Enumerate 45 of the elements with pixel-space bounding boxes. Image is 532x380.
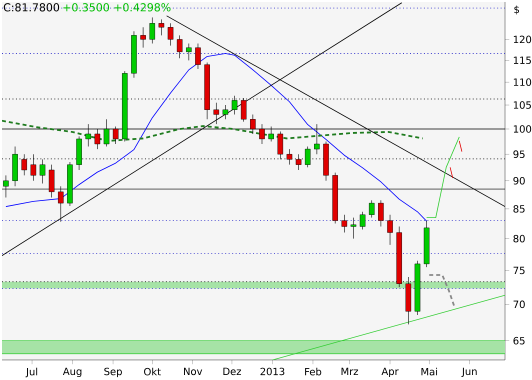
y-tick-label: 120 bbox=[514, 36, 532, 44]
chart-title: C:81.7800 bbox=[4, 3, 60, 12]
x-tick-label: Okt bbox=[144, 368, 161, 376]
candlestick bbox=[176, 35, 182, 58]
x-tick-label: Dez bbox=[223, 368, 242, 376]
x-tick-label: Mrz bbox=[342, 368, 358, 375]
x-tick-label: Jul bbox=[26, 368, 38, 378]
line-series bbox=[6, 53, 428, 222]
y-tick-label: 85 bbox=[513, 205, 525, 213]
candlestick bbox=[140, 26, 146, 48]
y-tick-label: 70 bbox=[514, 300, 525, 308]
x-tick-label: 2013 bbox=[260, 368, 284, 376]
x-tick-label: Aug bbox=[62, 368, 82, 378]
chart-subtitle: +0.3500 +0.4298% bbox=[63, 3, 171, 12]
x-tick-label: Feb bbox=[305, 368, 322, 376]
x-tick-label: Nov bbox=[184, 368, 202, 376]
candlestick bbox=[149, 17, 156, 44]
y-tick-label: 95 bbox=[513, 150, 525, 158]
candlestick bbox=[368, 200, 375, 218]
candlestick bbox=[158, 19, 164, 36]
y-tick-label: 65 bbox=[513, 336, 525, 344]
y-tick-label: 75 bbox=[514, 266, 525, 274]
y-tick-label: 90 bbox=[513, 176, 525, 185]
candlestick bbox=[387, 214, 393, 246]
x-tick-label: Jun bbox=[461, 368, 477, 377]
x-tick-label: Apr bbox=[381, 368, 399, 378]
candlestick bbox=[213, 102, 220, 124]
x-tick-label: Mai bbox=[421, 368, 438, 376]
y-tick-label: 100 bbox=[514, 125, 532, 133]
candlestick bbox=[341, 214, 348, 233]
y-tick-label: 105 bbox=[514, 101, 531, 109]
y-tick-label: 115 bbox=[514, 56, 531, 64]
y-tick-label: 110 bbox=[514, 78, 532, 86]
candlestick bbox=[360, 211, 366, 230]
candlestick bbox=[304, 146, 311, 168]
y-axis-title: $ bbox=[514, 6, 520, 15]
candlestick bbox=[186, 43, 192, 61]
candlestick bbox=[195, 43, 201, 70]
x-tick-label: Sep bbox=[104, 368, 122, 378]
y-tick-label: 80 bbox=[513, 234, 525, 242]
candlestick bbox=[378, 200, 384, 227]
candlestick bbox=[350, 217, 356, 239]
candlestick bbox=[168, 22, 174, 46]
candlestick bbox=[222, 104, 228, 120]
candlestick bbox=[40, 159, 46, 184]
